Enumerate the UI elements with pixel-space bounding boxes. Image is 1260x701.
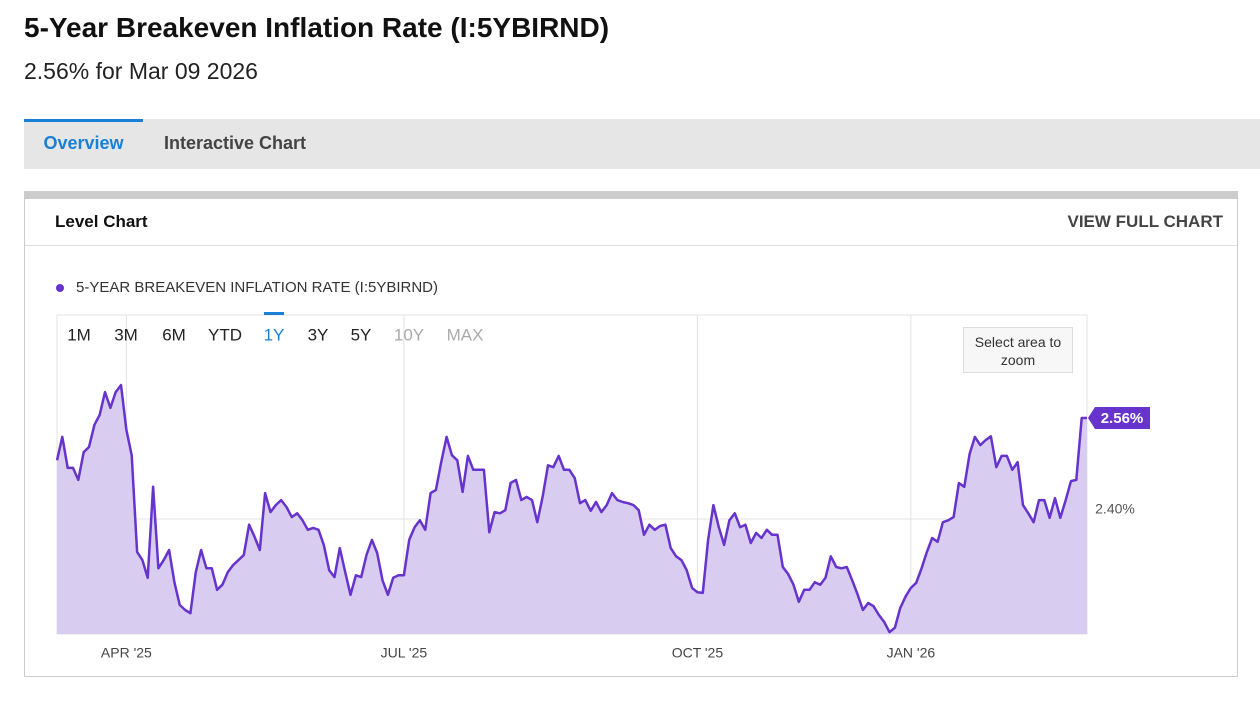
tab[interactable]: Interactive Chart: [164, 133, 307, 153]
panel-title: Level Chart: [55, 212, 148, 231]
range-button[interactable]: 1M: [67, 325, 91, 344]
value-badge: [1088, 406, 1150, 429]
panel: [24, 191, 1238, 677]
x-tick-label: JUL '25: [381, 645, 428, 661]
divider: [25, 245, 1237, 246]
tab-bar: [24, 119, 1260, 169]
view-full-chart[interactable]: VIEW FULL CHART: [1067, 212, 1223, 231]
legend-marker: [56, 284, 64, 292]
value-label: 2.56%: [1101, 410, 1144, 427]
x-tick-label: JAN '26: [887, 645, 936, 661]
range-button[interactable]: 5Y: [351, 325, 372, 344]
range-button[interactable]: 3M: [114, 325, 138, 344]
zoom-hint: Select area to zoom: [963, 327, 1073, 373]
tab[interactable]: Overview: [43, 133, 124, 153]
tab-indicator: [24, 119, 143, 122]
line: [55, 383, 1087, 634]
legend-label: 5-YEAR BREAKEVEN INFLATION RATE (I:5YBIR…: [76, 279, 438, 296]
x-tick-label: OCT '25: [672, 645, 724, 661]
page-title: 5-Year Breakeven Inflation Rate (I:5YBIR…: [24, 12, 610, 43]
range-button[interactable]: 6M: [162, 325, 186, 344]
range-button[interactable]: 3Y: [308, 325, 329, 344]
area: [57, 385, 1087, 634]
page-subtitle: 2.56% for Mar 09 2026: [24, 58, 258, 84]
y-tick-label: 2.40%: [1095, 501, 1135, 517]
range-button[interactable]: 1Y: [264, 325, 285, 344]
range-button[interactable]: YTD: [208, 325, 242, 344]
range-button[interactable]: 10Y: [394, 325, 424, 344]
x-tick-label: APR '25: [101, 645, 152, 661]
range-indicator: [264, 312, 284, 315]
range-button[interactable]: MAX: [447, 325, 484, 344]
